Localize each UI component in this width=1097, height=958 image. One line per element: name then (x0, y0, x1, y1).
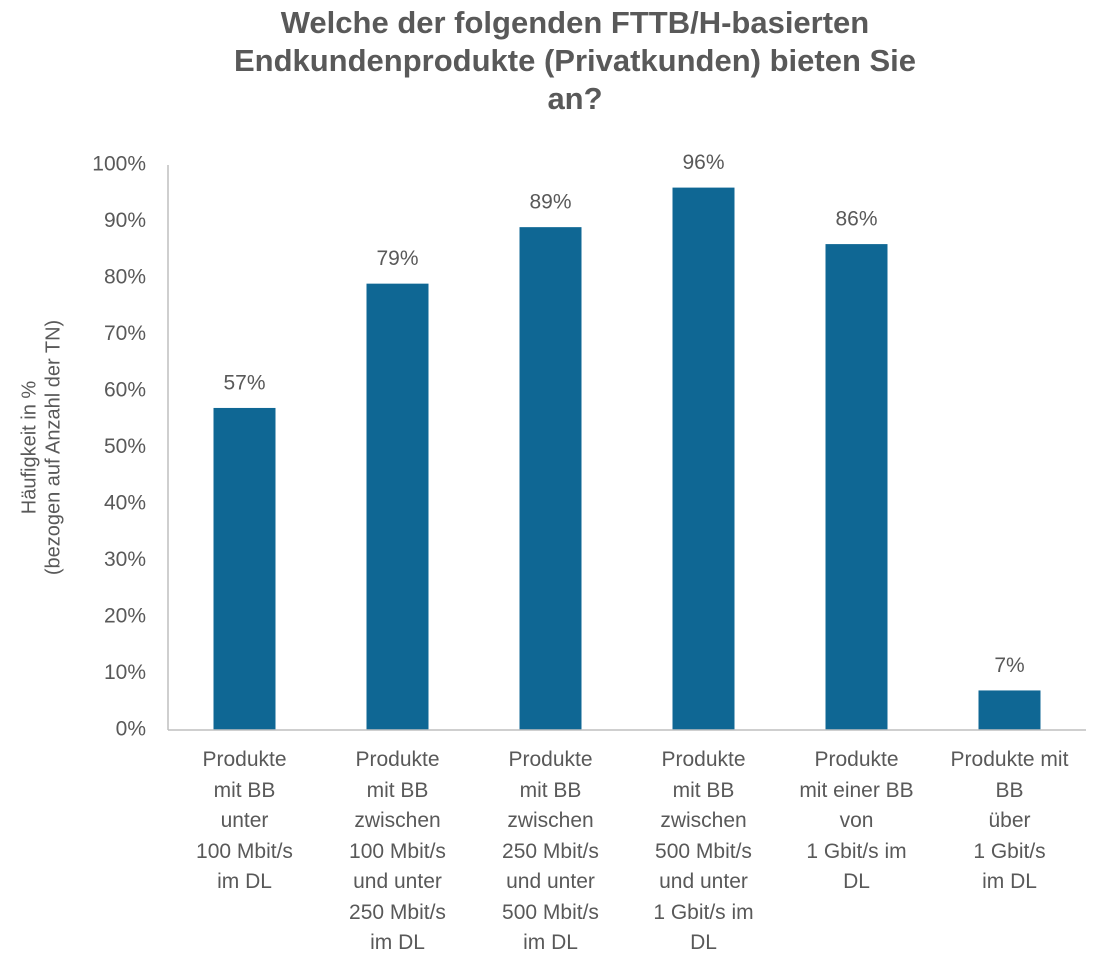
x-tick-label: Produkte mit BB unter 100 Mbit/s im DL (196, 748, 293, 893)
y-axis-label: Häufigkeit in % (18, 381, 40, 515)
y-tick-label: 60% (104, 379, 146, 402)
x-tick-label: Produkte mit BB zwischen 500 Mbit/s und … (653, 748, 754, 954)
data-label: 79% (376, 247, 418, 270)
x-tick-label: Produkte mit BB zwischen 250 Mbit/s und … (502, 748, 599, 954)
y-tick-label: 30% (104, 548, 146, 571)
bar (213, 407, 276, 730)
bar (978, 690, 1041, 730)
y-tick-label: 0% (116, 718, 146, 741)
bar (825, 244, 888, 730)
y-tick-label: 10% (104, 661, 146, 684)
bar (519, 227, 582, 730)
y-tick-label: 20% (104, 605, 146, 628)
data-label: 96% (682, 151, 724, 174)
x-tick-label: Produkte mit BB zwischen 100 Mbit/s und … (349, 748, 446, 954)
chart-title: Welche der folgenden FTTB/H-basierten En… (233, 5, 917, 116)
y-tick-label: 100% (92, 153, 146, 176)
y-tick-label: 40% (104, 492, 146, 515)
y-axis-label: (bezogen auf Anzahl der TN) (42, 320, 64, 575)
y-tick-label: 50% (104, 435, 146, 458)
x-tick-label: Produkte mit BB über 1 Gbit/s im DL (950, 748, 1069, 893)
y-tick-label: 70% (104, 322, 146, 345)
bar (672, 187, 735, 731)
bar (366, 283, 429, 730)
data-label: 57% (223, 371, 265, 394)
y-tick-label: 90% (104, 209, 146, 232)
data-label: 7% (994, 654, 1024, 677)
x-tick-label: Produkte mit einer BB von 1 Gbit/s im DL (799, 748, 914, 893)
y-tick-label: 80% (104, 266, 146, 289)
data-label: 89% (529, 191, 571, 214)
data-label: 86% (835, 208, 877, 231)
